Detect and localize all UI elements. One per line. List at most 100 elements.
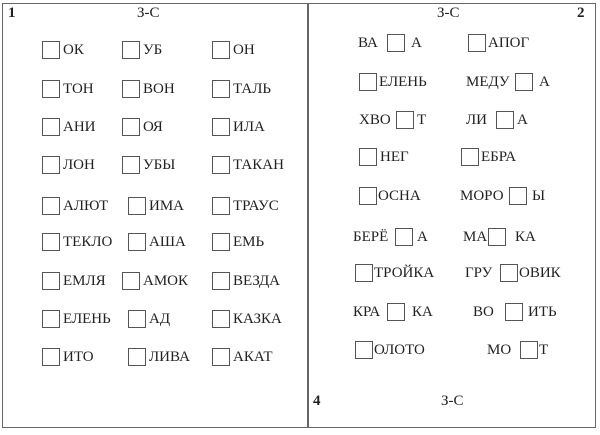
page-number-4: 4 bbox=[313, 393, 321, 409]
letter-box[interactable] bbox=[396, 111, 414, 129]
letter-box[interactable] bbox=[395, 228, 413, 246]
word-suffix: А bbox=[417, 229, 428, 245]
letter-box[interactable] bbox=[212, 156, 230, 174]
word-prefix: ЛИ bbox=[466, 112, 488, 128]
word-prefix: МО bbox=[487, 342, 512, 358]
letter-box[interactable] bbox=[128, 348, 146, 366]
letter-box[interactable] bbox=[42, 233, 60, 251]
word-prefix: МОРО bbox=[460, 188, 504, 204]
word-fragment: ЛОН bbox=[63, 157, 95, 173]
letter-box[interactable] bbox=[468, 34, 486, 52]
page-number-1: 1 bbox=[8, 5, 16, 21]
word-fragment: ИТО bbox=[63, 349, 94, 365]
letter-box[interactable] bbox=[42, 41, 60, 59]
letter-box[interactable] bbox=[355, 341, 373, 359]
word-prefix: МА bbox=[463, 229, 488, 245]
word-fragment: ЕМЛЯ bbox=[63, 273, 106, 289]
word-fragment: ИМА bbox=[149, 198, 185, 214]
word-fragment: АМОК bbox=[143, 273, 189, 289]
letter-box[interactable] bbox=[461, 148, 479, 166]
letter-box[interactable] bbox=[212, 272, 230, 290]
letter-box[interactable] bbox=[128, 197, 146, 215]
letter-box[interactable] bbox=[122, 41, 140, 59]
word-suffix: ИТЬ bbox=[528, 304, 557, 320]
word-fragment: ЕЛЕНЬ bbox=[63, 311, 111, 327]
letter-box[interactable] bbox=[42, 197, 60, 215]
word-suffix: Ы bbox=[532, 188, 546, 204]
word-suffix: ЕБРА bbox=[481, 149, 517, 165]
worksheet-frame bbox=[2, 3, 596, 428]
letter-box[interactable] bbox=[387, 303, 405, 321]
letter-box[interactable] bbox=[355, 264, 373, 282]
word-suffix: АПОГ bbox=[488, 35, 530, 51]
letter-box[interactable] bbox=[122, 156, 140, 174]
letter-box[interactable] bbox=[42, 156, 60, 174]
page-heading-1: З-С bbox=[137, 5, 160, 21]
word-suffix: ОЛОТО bbox=[374, 342, 425, 358]
letter-box[interactable] bbox=[359, 187, 377, 205]
word-fragment: КАЗКА bbox=[233, 311, 282, 327]
word-fragment: УБ bbox=[143, 42, 163, 58]
page-number-2: 2 bbox=[577, 5, 585, 21]
letter-box[interactable] bbox=[212, 310, 230, 328]
letter-box[interactable] bbox=[42, 310, 60, 328]
page-heading-4: З-С bbox=[441, 393, 464, 409]
word-prefix: МЕДУ bbox=[466, 74, 510, 90]
letter-box[interactable] bbox=[500, 264, 518, 282]
letter-box[interactable] bbox=[128, 233, 146, 251]
letter-box[interactable] bbox=[359, 73, 377, 91]
letter-box[interactable] bbox=[359, 148, 377, 166]
word-suffix: ЕЛЕНЬ bbox=[379, 74, 427, 90]
word-prefix: БЕРЁ bbox=[353, 229, 389, 245]
word-suffix: ОВИК bbox=[519, 265, 561, 281]
letter-box[interactable] bbox=[520, 341, 538, 359]
letter-box[interactable] bbox=[387, 34, 405, 52]
word-fragment: АША bbox=[149, 234, 186, 250]
word-suffix: КА bbox=[412, 304, 433, 320]
word-suffix: А bbox=[539, 74, 550, 90]
page-heading-2: З-С bbox=[437, 5, 460, 21]
word-fragment: УБЫ bbox=[143, 157, 176, 173]
word-fragment: ВОН bbox=[143, 81, 175, 97]
word-prefix: ВО bbox=[473, 304, 494, 320]
letter-box[interactable] bbox=[212, 41, 230, 59]
word-fragment: ТАЛЬ bbox=[233, 81, 272, 97]
letter-box[interactable] bbox=[212, 197, 230, 215]
letter-box[interactable] bbox=[505, 303, 523, 321]
word-fragment: ЛИВА bbox=[149, 349, 190, 365]
letter-box[interactable] bbox=[496, 111, 514, 129]
letter-box[interactable] bbox=[122, 80, 140, 98]
letter-box[interactable] bbox=[509, 187, 527, 205]
word-suffix: КА bbox=[515, 229, 536, 245]
word-fragment: ОН bbox=[233, 42, 255, 58]
letter-box[interactable] bbox=[42, 348, 60, 366]
word-fragment: ОЯ bbox=[143, 119, 163, 135]
letter-box[interactable] bbox=[212, 80, 230, 98]
letter-box[interactable] bbox=[122, 272, 140, 290]
word-fragment: ОК bbox=[63, 42, 84, 58]
word-prefix: КРА bbox=[353, 304, 381, 320]
letter-box[interactable] bbox=[212, 233, 230, 251]
word-fragment: АКАТ bbox=[233, 349, 273, 365]
word-fragment: АД bbox=[149, 311, 171, 327]
letter-box[interactable] bbox=[488, 228, 506, 246]
letter-box[interactable] bbox=[128, 310, 146, 328]
word-fragment: АНИ bbox=[63, 119, 96, 135]
letter-box[interactable] bbox=[212, 118, 230, 136]
word-prefix: ВА bbox=[358, 35, 378, 51]
word-suffix: ТРОЙКА bbox=[374, 265, 435, 281]
word-fragment: ТАКАН bbox=[233, 157, 284, 173]
word-prefix: ХВО bbox=[359, 112, 391, 128]
letter-box[interactable] bbox=[42, 272, 60, 290]
letter-box[interactable] bbox=[42, 80, 60, 98]
word-suffix: А bbox=[411, 35, 422, 51]
letter-box[interactable] bbox=[42, 118, 60, 136]
letter-box[interactable] bbox=[212, 348, 230, 366]
word-fragment: ИЛА bbox=[233, 119, 265, 135]
letter-box[interactable] bbox=[122, 118, 140, 136]
word-fragment: ТЕКЛО bbox=[63, 234, 113, 250]
word-prefix: ГРУ bbox=[465, 265, 493, 281]
word-fragment: ТОН bbox=[63, 81, 94, 97]
letter-box[interactable] bbox=[515, 73, 533, 91]
word-fragment: АЛЮТ bbox=[63, 198, 109, 214]
